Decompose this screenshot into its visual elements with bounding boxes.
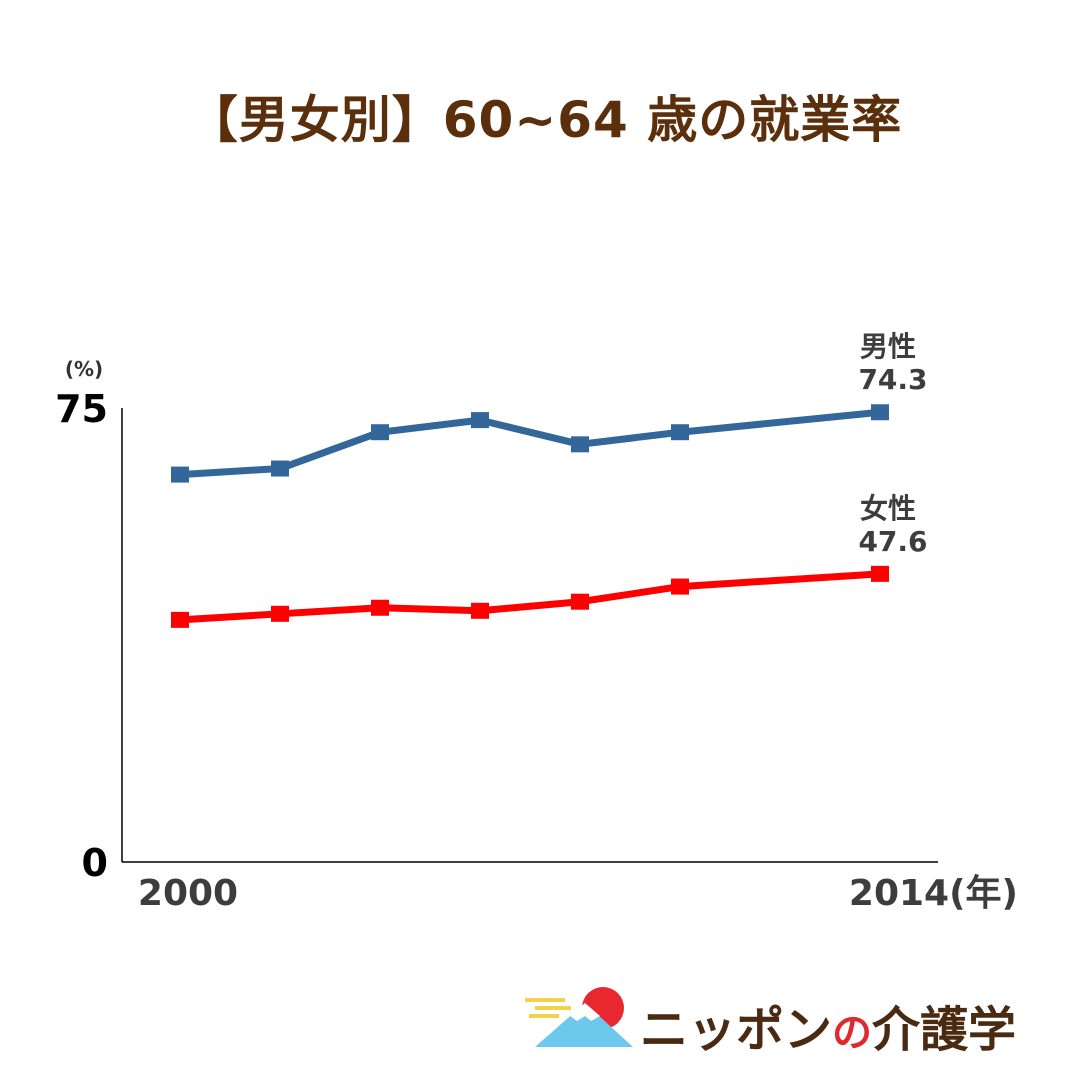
series-0-marker-5 bbox=[671, 424, 689, 441]
logo-cloud-line-2 bbox=[535, 1006, 571, 1010]
logo-snowcap bbox=[570, 1003, 600, 1021]
logo-text: ニッポンの介護学 bbox=[640, 990, 1016, 1060]
series-0-marker-6 bbox=[871, 404, 889, 421]
series-1-name-label: 女性 bbox=[860, 492, 916, 525]
series-0-marker-4 bbox=[571, 436, 589, 453]
series-1-marker-0 bbox=[171, 611, 189, 628]
y-tick-label-bottom: 0 bbox=[82, 841, 108, 885]
series-0-marker-3 bbox=[471, 412, 489, 429]
series-1-marker-6 bbox=[871, 565, 889, 582]
series-0-marker-1 bbox=[271, 460, 289, 477]
logo-text-part2: 介護学 bbox=[872, 1002, 1017, 1058]
logo-text-part1: ニッポン bbox=[640, 1002, 833, 1058]
series-1-value-label: 47.6 bbox=[858, 525, 927, 558]
series-0-name-label: 男性 bbox=[860, 330, 916, 363]
series-1-marker-5 bbox=[671, 578, 689, 595]
logo-cloud-line-3 bbox=[529, 1014, 559, 1018]
series-0-marker-2 bbox=[371, 424, 389, 441]
series-1-marker-1 bbox=[271, 605, 289, 622]
series-1-marker-3 bbox=[471, 602, 489, 619]
y-tick-label-top: 75 bbox=[55, 387, 108, 431]
series-0-value-label: 74.3 bbox=[858, 363, 927, 396]
x-start-label: 2000 bbox=[138, 873, 238, 914]
y-unit-label: (%) bbox=[65, 357, 103, 381]
chart-title: 【男女別】60~64 歳の就業率 bbox=[187, 91, 903, 149]
series-0-marker-0 bbox=[171, 466, 189, 483]
x-end-label: 2014(年) bbox=[849, 873, 1018, 914]
logo-text-no: の bbox=[832, 1010, 873, 1056]
logo-cloud-line-1 bbox=[525, 998, 565, 1002]
series-1-marker-2 bbox=[371, 599, 389, 616]
series-1-marker-4 bbox=[571, 593, 589, 610]
logo-mountain-shape bbox=[535, 1003, 633, 1047]
logo-mountain-icon bbox=[525, 987, 633, 1047]
